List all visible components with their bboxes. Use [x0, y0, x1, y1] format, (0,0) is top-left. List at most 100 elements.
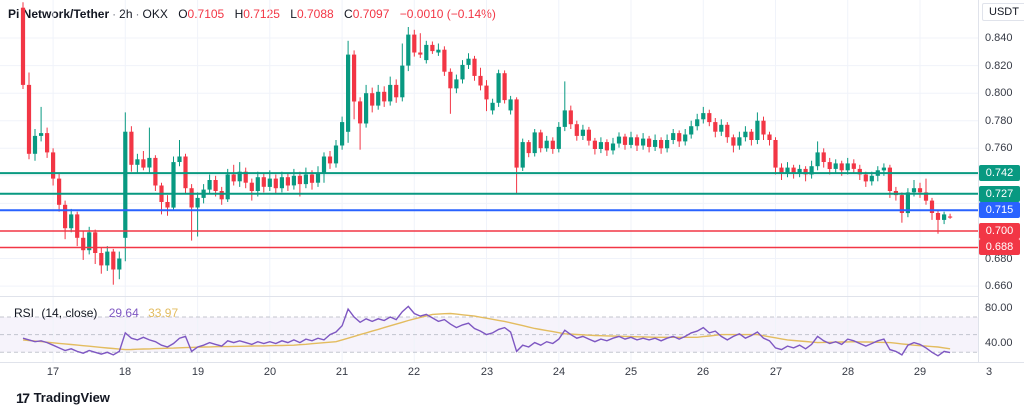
- low-value: 0.7088: [296, 7, 334, 21]
- rsi-pane[interactable]: [0, 296, 978, 362]
- pane-divider[interactable]: [0, 296, 978, 297]
- candle-body: [117, 258, 122, 270]
- price-level-badge[interactable]: 0.727: [979, 186, 1020, 202]
- candle-body: [394, 84, 399, 98]
- price-tick-label: 0.800: [985, 87, 1013, 99]
- candle-body: [20, 7, 26, 85]
- candle-body: [917, 188, 923, 193]
- rsi-title[interactable]: RSI: [14, 306, 35, 320]
- candle-body: [556, 126, 561, 149]
- candle-body: [225, 174, 230, 200]
- candle-body: [827, 162, 832, 169]
- time-tick-label: 18: [118, 366, 132, 378]
- candle-body: [412, 34, 417, 53]
- time-tick-label: 28: [841, 366, 855, 378]
- symbol-legend: Pi Network/Tether · 2h · OKX O0.7105 H0.7125…: [8, 7, 496, 21]
- price-tick-label: 0.680: [985, 253, 1013, 265]
- candle-body: [105, 251, 110, 266]
- candle-body: [267, 178, 272, 187]
- price-scale[interactable]: USDT 0.840 0.820 0.800 0.780 0.760 0.680 0.660…: [979, 0, 1024, 362]
- price-level-badge[interactable]: 0.688: [979, 239, 1020, 255]
- candle-body: [406, 34, 411, 66]
- candle-body: [26, 84, 32, 154]
- candle-body: [791, 167, 796, 174]
- candle-body: [701, 113, 706, 120]
- candle-body: [141, 159, 146, 168]
- candle-body: [231, 174, 236, 182]
- candle-body: [665, 140, 670, 149]
- candle-body: [460, 64, 465, 80]
- tradingview-watermark[interactable]: 17 TradingView: [16, 390, 110, 405]
- candle-body: [436, 49, 441, 53]
- candle-body: [129, 131, 134, 165]
- candle-body: [51, 152, 56, 179]
- candle-body: [358, 101, 363, 124]
- rsi-line: [22, 305, 951, 357]
- candle-body: [111, 251, 116, 270]
- candle-body: [237, 171, 242, 182]
- candle-body: [815, 152, 820, 167]
- candle-body: [592, 140, 597, 149]
- candle-body: [400, 65, 405, 98]
- candle-body: [448, 71, 453, 89]
- candle-body: [478, 75, 483, 86]
- time-tick-label: 27: [769, 366, 783, 378]
- exchange-label[interactable]: OKX: [142, 7, 168, 21]
- candle-body: [81, 237, 86, 251]
- price-tick-label: 0.660: [985, 280, 1013, 292]
- candle-body: [610, 143, 616, 151]
- candle-body: [821, 152, 826, 162]
- candle-body: [279, 177, 284, 189]
- candle-body: [123, 131, 128, 238]
- candle-body: [32, 135, 38, 154]
- candle-body: [57, 178, 62, 205]
- low-label: L: [290, 7, 297, 21]
- candle-body: [165, 202, 170, 208]
- candle-body: [550, 140, 555, 149]
- candle-body: [935, 213, 941, 220]
- time-tick-label: 24: [552, 366, 566, 378]
- candle-body: [484, 85, 489, 100]
- candle-body: [562, 110, 567, 127]
- candle-body: [514, 99, 519, 168]
- candle-body: [472, 58, 477, 76]
- rsi-tick-label: 40.00: [985, 337, 1013, 349]
- price-pane[interactable]: [0, 0, 978, 296]
- candle-body: [899, 195, 904, 213]
- price-level-badge[interactable]: 0.715: [979, 202, 1020, 218]
- candle-body: [659, 140, 664, 149]
- interval-label[interactable]: 2h: [119, 7, 133, 21]
- candle-body: [544, 140, 549, 149]
- candle-body: [773, 140, 778, 168]
- price-level-badge[interactable]: 0.742: [979, 165, 1020, 181]
- candle-body: [616, 136, 622, 144]
- candle-body: [731, 137, 736, 146]
- candle-body: [604, 142, 609, 151]
- candle-body: [466, 58, 471, 65]
- candle-body: [352, 54, 357, 102]
- candle-body: [634, 137, 640, 146]
- tradingview-brand-text: TradingView: [33, 390, 110, 405]
- rsi-band: [0, 317, 978, 353]
- open-label: O: [178, 7, 188, 21]
- candle-body: [207, 180, 212, 190]
- rsi-legend: RSI (14, close) 29.64 33.97: [14, 306, 178, 320]
- candle-body: [45, 133, 50, 153]
- candle-body: [641, 138, 646, 146]
- price-level-badge[interactable]: 0.700: [979, 223, 1020, 239]
- candle-body: [568, 110, 573, 125]
- rsi-tick-label: 80.00: [985, 302, 1013, 314]
- price-tick-label: 0.780: [985, 115, 1013, 127]
- candle-body: [490, 102, 495, 111]
- time-scale[interactable]: 17 18 19 20 21 22 23 24 25 26 27 28 29 3: [0, 363, 1024, 384]
- tradingview-logo-icon: 17: [16, 389, 30, 406]
- currency-badge[interactable]: USDT: [982, 3, 1024, 21]
- symbol-title[interactable]: Pi Network/Tether: [8, 7, 110, 21]
- candle-body: [333, 145, 339, 164]
- price-tick-label: 0.760: [985, 142, 1013, 154]
- candle-body: [803, 168, 808, 175]
- candle-body: [99, 253, 104, 266]
- time-tick-label: 20: [263, 366, 277, 378]
- candle-body: [388, 84, 393, 102]
- candle-body: [526, 142, 531, 154]
